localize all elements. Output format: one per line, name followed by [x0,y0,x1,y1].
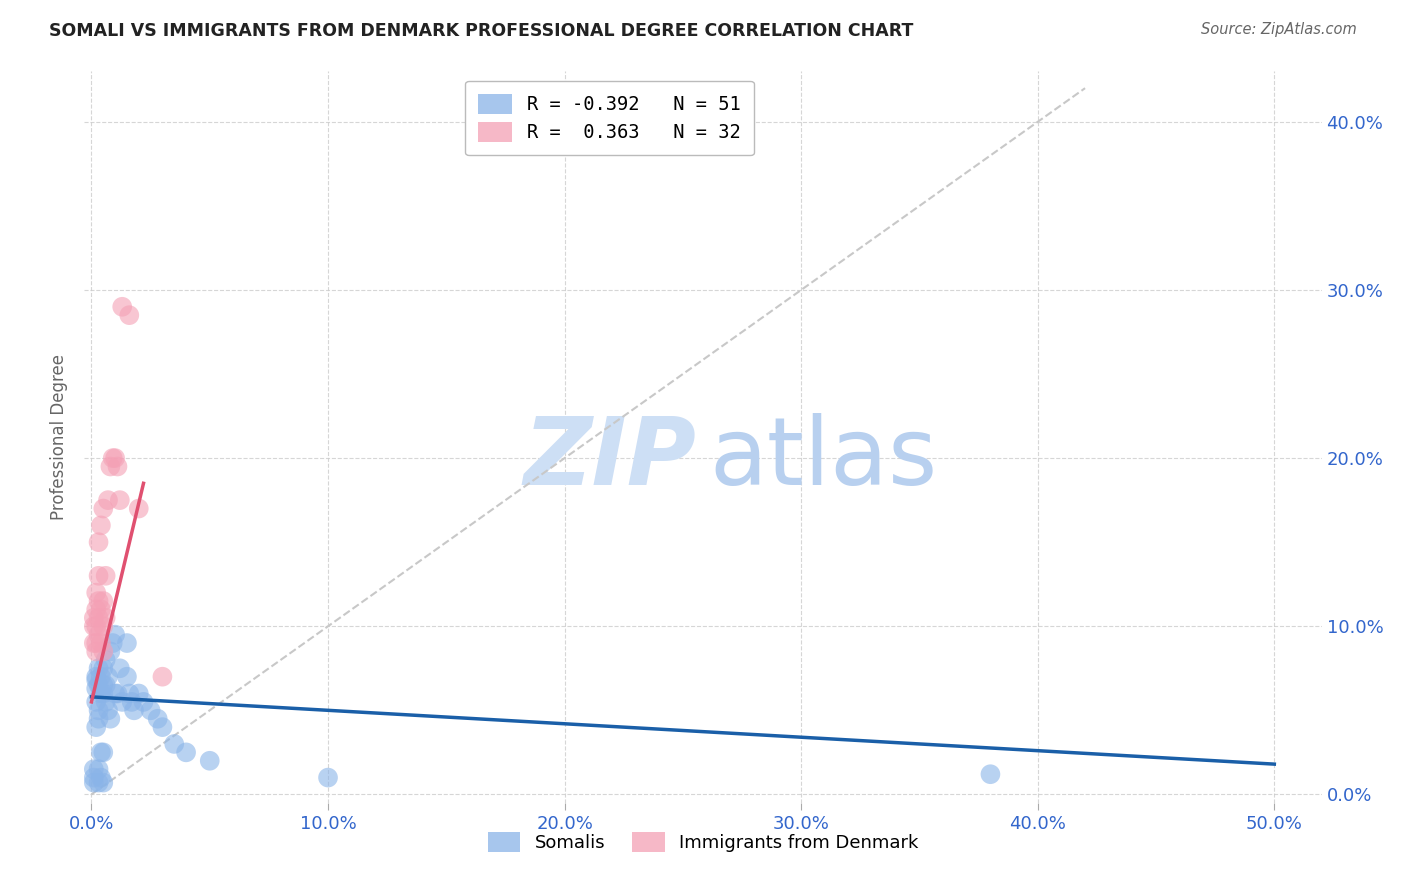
Point [91,594,114,608]
Point [108,493,131,508]
Text: SOMALI VS IMMIGRANTS FROM DENMARK PROFESSIONAL DEGREE CORRELATION CHART: SOMALI VS IMMIGRANTS FROM DENMARK PROFES… [49,22,914,40]
Point [83,762,105,776]
Point [84,681,107,696]
Point [91,775,114,789]
Point [84,585,107,599]
Point [90,686,112,700]
Point [198,754,221,768]
Point [152,670,174,684]
Point [87,569,110,583]
Point [104,627,127,641]
Point [83,636,105,650]
Point [111,695,134,709]
Point [101,636,124,650]
Legend: Somalis, Immigrants from Denmark: Somalis, Immigrants from Denmark [481,825,925,860]
Point [83,771,105,785]
Point [108,661,131,675]
Point [91,644,114,658]
Point [115,670,138,684]
Text: Source: ZipAtlas.com: Source: ZipAtlas.com [1201,22,1357,37]
Point [91,745,114,759]
Point [87,775,110,789]
Point [174,745,197,759]
Point [115,636,138,650]
Point [97,703,120,717]
Point [111,300,134,314]
Point [163,737,186,751]
Point [90,518,112,533]
Point [979,767,1001,781]
Point [146,712,169,726]
Point [128,501,150,516]
Point [316,771,339,785]
Point [84,670,107,684]
Point [94,611,117,625]
Point [128,686,150,700]
Point [94,653,117,667]
Point [90,602,112,616]
Point [84,695,107,709]
Point [87,712,110,726]
Point [83,611,105,625]
Point [83,775,105,789]
Point [94,678,117,692]
Point [100,644,122,658]
Point [121,695,143,709]
Point [83,619,105,633]
Point [91,501,114,516]
Point [87,627,110,641]
Point [97,670,120,684]
Point [84,619,107,633]
Point [101,451,124,466]
Point [97,493,120,508]
Point [139,703,162,717]
Point [87,594,110,608]
Point [90,745,112,759]
Point [84,673,107,687]
Point [90,670,112,684]
Point [90,636,112,650]
Point [87,535,110,549]
Point [91,619,114,633]
Point [84,644,107,658]
Point [104,451,127,466]
Point [132,695,155,709]
Point [87,661,110,675]
Point [107,459,129,474]
Point [104,686,127,700]
Y-axis label: Professional Degree: Professional Degree [51,354,69,520]
Point [118,308,141,322]
Point [87,762,110,776]
Point [122,703,145,717]
Point [90,771,112,785]
Point [152,720,174,734]
Point [84,636,107,650]
Point [91,678,114,692]
Point [118,686,141,700]
Point [100,459,122,474]
Point [91,686,114,700]
Point [84,602,107,616]
Point [107,686,129,700]
Point [94,569,117,583]
Text: atlas: atlas [709,413,938,505]
Point [94,695,117,709]
Point [100,712,122,726]
Point [87,611,110,625]
Point [87,678,110,692]
Text: ZIP: ZIP [524,413,697,505]
Point [84,720,107,734]
Point [91,661,114,675]
Point [87,703,110,717]
